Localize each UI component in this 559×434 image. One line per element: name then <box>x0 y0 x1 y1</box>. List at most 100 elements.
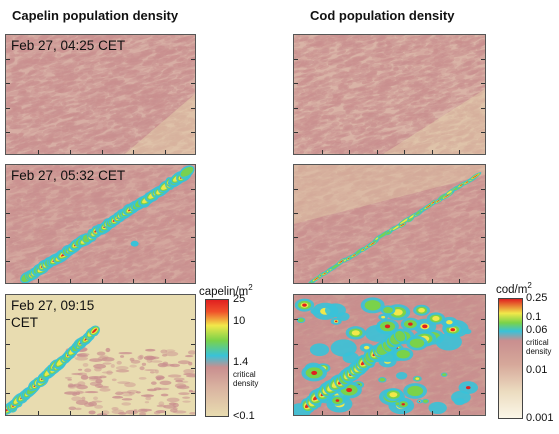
density-speckle <box>160 71 174 77</box>
density-speckle <box>53 128 66 132</box>
density-speckle <box>48 133 54 139</box>
density-speckle <box>97 91 106 96</box>
density-speckle <box>173 254 179 258</box>
density-speckle <box>185 104 191 109</box>
density-speckle <box>48 202 56 207</box>
density-speckle <box>166 263 177 269</box>
density-patch <box>130 240 139 247</box>
density-speckle <box>410 149 417 154</box>
density-speckle <box>80 99 93 103</box>
density-speckle <box>27 151 40 154</box>
density-speckle <box>128 35 143 38</box>
density-speckle <box>296 139 311 144</box>
density-speckle <box>176 207 191 215</box>
density-speckle <box>156 78 171 84</box>
density-speckle <box>144 74 158 81</box>
density-speckle <box>19 91 29 97</box>
density-speckle <box>126 135 136 140</box>
density-speckle <box>143 126 154 131</box>
density-speckle <box>47 59 59 64</box>
density-speckle <box>133 212 150 217</box>
density-speckle <box>16 148 24 152</box>
density-speckle <box>56 274 65 279</box>
density-speckle <box>350 147 361 152</box>
density-speckle <box>168 402 177 406</box>
density-speckle <box>153 82 164 87</box>
capelin-heatmap-panel-2: Feb 27, 05:32 CET <box>5 164 196 284</box>
density-speckle <box>38 99 52 106</box>
density-speckle <box>101 56 117 61</box>
density-speckle <box>71 372 83 376</box>
density-speckle <box>360 145 376 151</box>
density-speckle <box>100 249 112 253</box>
density-speckle <box>294 61 299 66</box>
density-speckle <box>362 40 376 47</box>
density-speckle <box>173 377 185 381</box>
density-speckle <box>187 61 195 68</box>
density-speckle <box>117 381 131 385</box>
density-speckle <box>398 105 409 111</box>
density-speckle <box>59 99 67 105</box>
density-speckle <box>76 194 92 200</box>
density-speckle <box>156 404 167 408</box>
density-speckle <box>45 53 50 59</box>
density-speckle <box>165 202 179 209</box>
density-speckle <box>6 44 17 52</box>
density-speckle <box>83 276 97 281</box>
density-speckle <box>23 223 34 227</box>
density-speckle <box>66 193 71 199</box>
density-speckle <box>75 113 83 117</box>
density-speckle <box>177 278 186 281</box>
density-speckle <box>9 255 21 259</box>
density-speckle <box>32 165 39 168</box>
density-speckle <box>17 103 23 106</box>
density-speckle <box>61 86 72 91</box>
density-speckle <box>320 110 329 115</box>
density-speckle <box>58 151 66 154</box>
density-speckle <box>6 167 13 174</box>
density-speckle <box>66 81 71 87</box>
density-speckle <box>413 81 419 85</box>
density-speckle <box>108 89 115 93</box>
density-speckle <box>41 230 56 237</box>
density-speckle <box>427 71 438 76</box>
density-speckle <box>139 151 145 154</box>
density-speckle <box>35 219 49 224</box>
density-speckle <box>16 208 28 215</box>
density-speckle <box>93 363 107 369</box>
density-speckle <box>137 52 153 58</box>
density-speckle <box>317 43 327 47</box>
density-speckle <box>42 249 54 253</box>
density-speckle <box>112 112 128 117</box>
density-speckle <box>103 186 115 192</box>
density-speckle <box>20 249 27 252</box>
density-speckle <box>142 222 153 226</box>
density-speckle <box>99 142 107 145</box>
density-speckle <box>186 272 195 278</box>
density-speckle <box>90 175 104 180</box>
density-speckle <box>366 125 377 132</box>
density-speckle <box>161 248 170 252</box>
density-speckle <box>62 132 70 138</box>
density-speckle <box>20 259 32 262</box>
density-speckle <box>6 76 10 80</box>
density-speckle <box>176 36 189 40</box>
density-speckle <box>117 239 125 243</box>
density-speckle <box>190 45 195 50</box>
density-speckle <box>186 59 195 64</box>
density-speckle <box>18 268 34 274</box>
density-speckle <box>118 82 127 86</box>
density-speckle <box>106 229 118 234</box>
density-speckle <box>366 76 373 82</box>
density-speckle <box>155 89 161 94</box>
axis-tick-right <box>191 368 195 369</box>
axis-tick-bottom <box>38 150 39 154</box>
density-speckle <box>21 165 36 171</box>
density-speckle <box>88 117 98 123</box>
density-speckle <box>29 125 44 128</box>
density-speckle <box>171 81 186 86</box>
density-speckle <box>25 209 33 214</box>
density-speckle <box>24 142 29 145</box>
density-speckle <box>370 142 383 147</box>
density-speckle <box>91 49 105 56</box>
